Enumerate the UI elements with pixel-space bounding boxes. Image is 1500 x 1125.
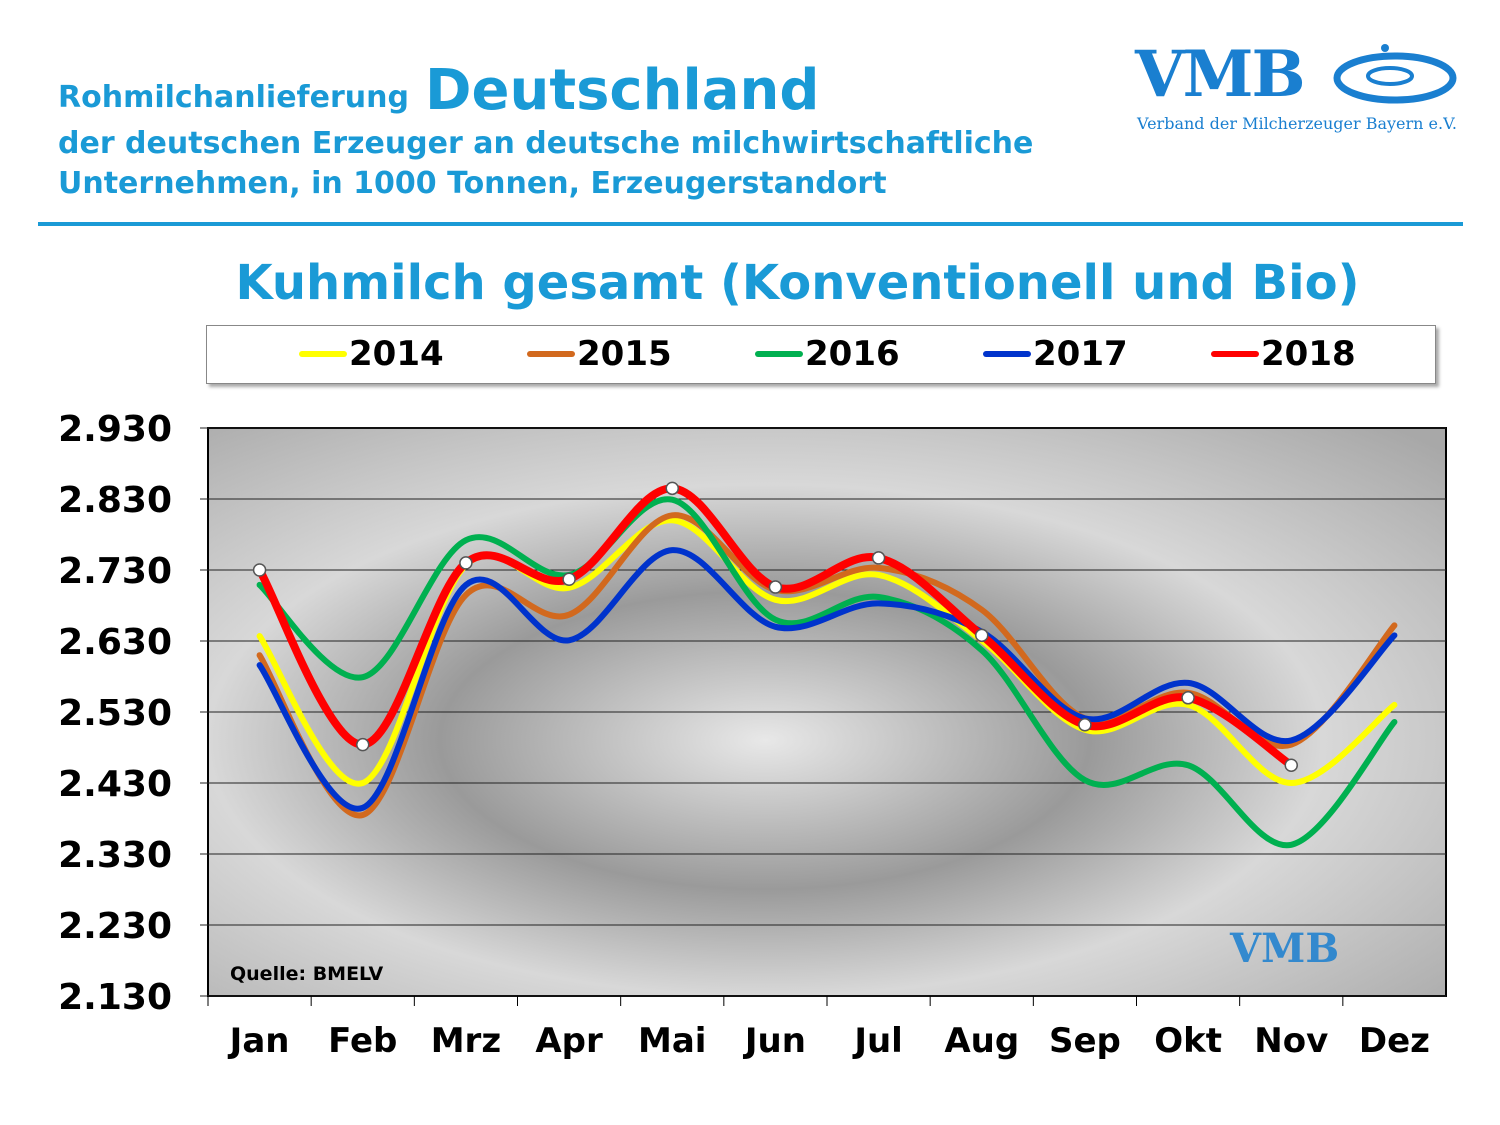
data-point-2018 bbox=[975, 628, 989, 643]
y-tick-label: 2.130 bbox=[58, 977, 172, 1018]
data-point-2018 bbox=[871, 551, 886, 565]
x-tick-label: Sep bbox=[1049, 1021, 1121, 1061]
header-line-2: der deutschen Erzeuger an deutsche milch… bbox=[58, 126, 1034, 161]
legend-label: 2018 bbox=[1261, 334, 1356, 374]
data-point-2018 bbox=[768, 580, 783, 594]
y-tick-label: 2.230 bbox=[58, 906, 172, 947]
legend-swatch bbox=[527, 351, 575, 357]
x-tick-label: Jun bbox=[743, 1021, 806, 1061]
data-point-2018 bbox=[459, 556, 473, 570]
header-title-country: Deutschland bbox=[425, 58, 820, 123]
chart-legend: 2014 2015 2016 2017 2018 bbox=[206, 325, 1436, 384]
x-tick-label: Dez bbox=[1359, 1021, 1430, 1061]
series-line-2014 bbox=[256, 517, 1398, 787]
y-tick-label: 2.530 bbox=[58, 693, 172, 734]
x-tick-label: Nov bbox=[1254, 1021, 1328, 1061]
x-tick-label: Aug bbox=[944, 1021, 1019, 1061]
legend-item-2016: 2016 bbox=[755, 334, 900, 374]
legend-label: 2017 bbox=[1033, 334, 1128, 374]
header-line-3: Unternehmen, in 1000 Tonnen, Erzeugersta… bbox=[58, 166, 887, 201]
series-line-2018 bbox=[255, 484, 1296, 770]
logo-text: VMB bbox=[1135, 37, 1306, 112]
data-point-2018 bbox=[1078, 718, 1092, 732]
data-point-2018 bbox=[356, 737, 370, 752]
legend-swatch bbox=[1211, 351, 1259, 357]
y-tick-label: 2.330 bbox=[58, 835, 172, 876]
header-subtitle-small: Rohmilchanlieferung bbox=[58, 80, 409, 115]
x-tick-label: Jul bbox=[852, 1021, 903, 1061]
legend-label: 2014 bbox=[349, 334, 444, 374]
logo-swirl-icon bbox=[1333, 44, 1457, 104]
data-point-2018 bbox=[1181, 691, 1195, 705]
x-tick-label: Jan bbox=[228, 1021, 290, 1061]
data-point-2018 bbox=[252, 563, 267, 577]
x-tick-label: Apr bbox=[535, 1021, 603, 1061]
data-point-2018 bbox=[665, 481, 679, 496]
series-line-2016 bbox=[256, 496, 1398, 849]
series-line-2017 bbox=[256, 547, 1398, 812]
y-tick-label: 2.730 bbox=[58, 551, 172, 592]
legend-item-2015: 2015 bbox=[527, 334, 672, 374]
legend-swatch bbox=[299, 351, 347, 357]
data-point-2018 bbox=[562, 572, 576, 586]
header-divider bbox=[38, 222, 1463, 226]
x-tick-label: Mai bbox=[638, 1021, 706, 1061]
source-label: Quelle: BMELV bbox=[230, 963, 384, 985]
watermark-logo: VMB bbox=[1229, 925, 1339, 972]
vmb-logo: VMB Verband der Milcherzeuger Bayern e.V… bbox=[1135, 40, 1465, 140]
legend-swatch bbox=[983, 351, 1031, 357]
legend-swatch bbox=[755, 351, 803, 357]
legend-label: 2016 bbox=[805, 334, 900, 374]
y-tick-label: 2.630 bbox=[58, 622, 172, 663]
chart-title: Kuhmilch gesamt (Konventionell und Bio) bbox=[235, 255, 1360, 311]
data-point-2018 bbox=[1284, 758, 1298, 772]
y-tick-label: 2.930 bbox=[58, 409, 172, 450]
y-tick-label: 2.830 bbox=[58, 480, 172, 521]
legend-item-2018: 2018 bbox=[1211, 334, 1356, 374]
x-tick-label: Okt bbox=[1154, 1021, 1222, 1061]
logo-subtitle: Verband der Milcherzeuger Bayern e.V. bbox=[1137, 114, 1457, 133]
legend-item-2014: 2014 bbox=[299, 334, 444, 374]
legend-label: 2015 bbox=[577, 334, 672, 374]
x-tick-label: Feb bbox=[328, 1021, 397, 1061]
y-tick-label: 2.430 bbox=[58, 764, 172, 805]
legend-item-2017: 2017 bbox=[983, 334, 1128, 374]
x-tick-label: Mrz bbox=[431, 1021, 501, 1061]
